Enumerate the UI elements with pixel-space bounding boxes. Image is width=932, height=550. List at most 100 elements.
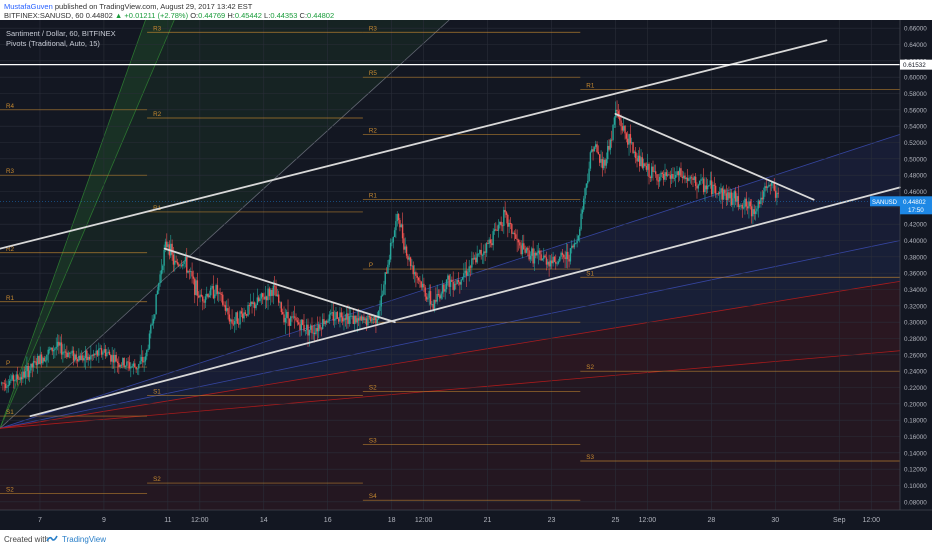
candle-body bbox=[459, 282, 461, 285]
candle-body bbox=[766, 186, 769, 188]
candle-body bbox=[742, 207, 745, 209]
candle-body bbox=[441, 284, 444, 294]
candle-body bbox=[316, 328, 319, 332]
candle-body bbox=[718, 192, 721, 194]
candle-body bbox=[299, 324, 301, 331]
fan-line bbox=[0, 350, 901, 429]
candle-body bbox=[553, 256, 556, 262]
candle-body bbox=[284, 317, 287, 323]
y-tick-label: 0.60000 bbox=[904, 75, 927, 82]
candle-body bbox=[227, 308, 229, 315]
candle-body bbox=[170, 243, 172, 256]
candle-body bbox=[736, 196, 738, 202]
candle-body bbox=[604, 159, 606, 166]
candle-body bbox=[483, 251, 485, 255]
candle-body bbox=[401, 224, 404, 239]
tradingview-brand[interactable]: TradingView bbox=[62, 535, 107, 544]
price-chart[interactable]: R4 R3 R2 R1 P S1 S2 R3 R2 R1 S1 S2 R3 R5 R2 R1 P S1 S2 S3 S4… bbox=[0, 20, 932, 530]
candle-body bbox=[573, 243, 576, 248]
candle-body bbox=[171, 243, 173, 255]
candle-body bbox=[521, 243, 524, 255]
candle-body bbox=[411, 265, 413, 267]
author-link[interactable]: MustafaGuven bbox=[4, 2, 53, 11]
candle-body bbox=[436, 293, 438, 302]
candle-body bbox=[440, 293, 442, 299]
candle-body bbox=[114, 354, 116, 363]
candle-body bbox=[619, 117, 621, 121]
candle-body bbox=[670, 174, 673, 179]
candle-body bbox=[669, 175, 672, 179]
candle-body bbox=[380, 295, 382, 307]
candle-body bbox=[219, 292, 221, 294]
candle-body bbox=[3, 382, 5, 384]
candle-body bbox=[261, 293, 264, 297]
pivot-label: R2 bbox=[369, 127, 378, 134]
candle-body bbox=[532, 248, 534, 264]
candle-body bbox=[368, 315, 370, 317]
candle-body bbox=[508, 222, 510, 227]
candle-body bbox=[199, 294, 201, 298]
candle-body bbox=[210, 287, 212, 296]
candle-body bbox=[375, 316, 377, 324]
candle-body bbox=[525, 247, 528, 253]
candle-body bbox=[654, 171, 657, 175]
candle-body bbox=[749, 201, 751, 207]
candle-body bbox=[200, 294, 203, 297]
candle-body bbox=[412, 265, 414, 275]
candle-body bbox=[142, 356, 144, 363]
candle-body bbox=[163, 249, 165, 266]
candle-body bbox=[701, 178, 704, 180]
candle-body bbox=[567, 251, 569, 260]
candle-body bbox=[431, 304, 433, 305]
candle-body bbox=[132, 363, 135, 367]
candle-body bbox=[242, 313, 244, 319]
candle-body bbox=[519, 242, 521, 246]
candle-body bbox=[706, 185, 709, 190]
candle-body bbox=[544, 255, 546, 258]
candle-body bbox=[348, 316, 350, 324]
candle-body bbox=[146, 350, 148, 357]
candle-body bbox=[760, 197, 762, 204]
candle-body bbox=[60, 342, 63, 355]
candle-body bbox=[335, 312, 337, 320]
candle-body bbox=[62, 351, 64, 355]
candle-body bbox=[255, 304, 257, 309]
candle-body bbox=[583, 198, 585, 210]
candle-body bbox=[641, 157, 644, 168]
last-price: 0.44802 bbox=[85, 11, 113, 20]
candle-body bbox=[104, 349, 107, 357]
candle-body bbox=[424, 287, 426, 297]
candle-body bbox=[415, 272, 417, 276]
candle-body bbox=[560, 252, 562, 257]
candle-body bbox=[86, 350, 88, 361]
candle-body bbox=[746, 206, 749, 209]
candle-body bbox=[234, 321, 236, 325]
candle-body bbox=[87, 356, 89, 361]
candle-body bbox=[716, 193, 718, 195]
candle-body bbox=[449, 279, 452, 287]
candle-body bbox=[475, 257, 477, 263]
candle-body bbox=[745, 198, 747, 207]
candle-body bbox=[180, 265, 183, 267]
y-tick-label: 0.58000 bbox=[904, 91, 927, 98]
created-with-text: Created with bbox=[4, 535, 49, 544]
candle-body bbox=[682, 175, 685, 178]
candle-body bbox=[416, 275, 418, 278]
candle-body bbox=[23, 371, 25, 378]
fan-line bbox=[0, 240, 901, 429]
candle-body bbox=[42, 357, 44, 364]
candle-body bbox=[230, 319, 232, 322]
candle-body bbox=[79, 355, 81, 361]
candle-body bbox=[595, 144, 597, 148]
candle-body bbox=[467, 272, 469, 276]
candle-body bbox=[373, 316, 376, 320]
current-price-label: 0.44802 bbox=[903, 199, 926, 206]
publish-text: published on TradingView.com, August 29,… bbox=[54, 2, 253, 11]
candle-body bbox=[624, 125, 626, 134]
candle-body bbox=[223, 304, 225, 306]
candle-body bbox=[587, 180, 589, 184]
x-tick-label: 14 bbox=[260, 517, 268, 524]
candle-body bbox=[541, 258, 544, 261]
candle-body bbox=[90, 355, 92, 360]
candle-body bbox=[621, 126, 624, 131]
